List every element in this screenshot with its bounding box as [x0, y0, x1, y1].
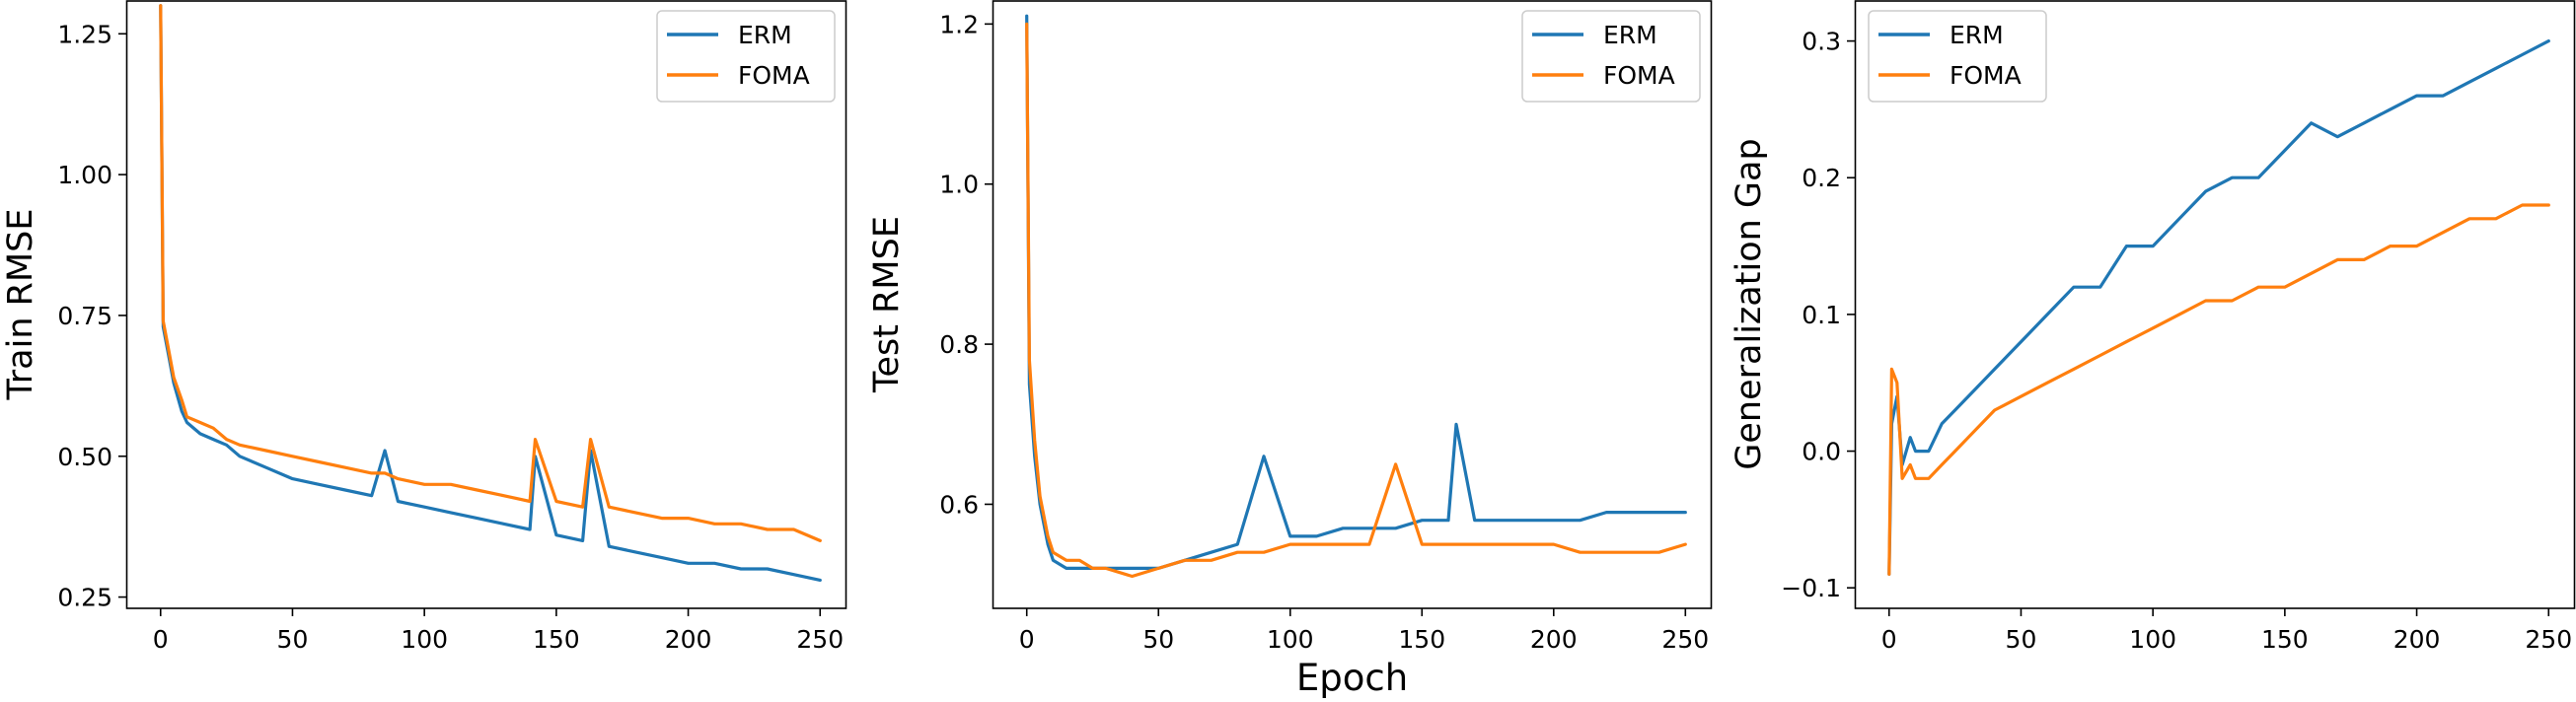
legend-label-erm: ERM — [738, 21, 792, 49]
panel-2: 0 50 100 150 200 250 0.6 0.8 1.0 1.2 Test RMSE Epoc… — [867, 0, 1713, 699]
x-tick-label: 0 — [153, 625, 169, 654]
x-tick-label: 50 — [1142, 625, 1174, 654]
series-line-foma — [1025, 22, 1687, 579]
legend-label-erm: ERM — [1603, 21, 1657, 49]
y-axis-label: Test RMSE — [867, 216, 907, 393]
x-tick-label: 200 — [1530, 625, 1578, 654]
x-tick-label: 150 — [1398, 625, 1445, 654]
y-tick-label: 0.6 — [939, 490, 979, 519]
axes-frame — [1854, 0, 2576, 609]
y-tick-label: 0.0 — [1802, 438, 1841, 466]
y-tick-label: 1.00 — [57, 161, 112, 189]
y-tick-label: 0.8 — [939, 330, 979, 359]
y-tick-label: 0.50 — [57, 443, 112, 471]
x-tick-label: 100 — [2129, 625, 2176, 654]
x-tick-label: 200 — [665, 625, 712, 654]
x-tick-label: 200 — [2393, 625, 2441, 654]
y-tick-label: 0.2 — [1802, 164, 1841, 192]
axes-frame — [125, 0, 847, 609]
y-tick-label: 0.75 — [57, 302, 112, 330]
series-line-erm — [159, 4, 822, 583]
panel-3: 0 50 100 150 200 250 −0.1 0.0 0.1 0.2 0.3 Generaliz… — [1730, 0, 2576, 654]
series-line-foma — [159, 4, 822, 543]
legend-label-foma: FOMA — [1603, 61, 1675, 90]
legend: ERM FOMA — [1868, 10, 2047, 103]
x-tick-label: 50 — [2006, 625, 2037, 654]
panel-1: 0 50 100 150 200 250 0.25 0.50 0.75 1.00 1.25 Train… — [1, 0, 847, 654]
legend-label-erm: ERM — [1950, 21, 2004, 49]
series-line-erm — [1025, 14, 1687, 571]
y-tick-label: 1.0 — [939, 171, 979, 199]
y-tick-label: 0.25 — [57, 584, 112, 612]
x-tick-label: 250 — [796, 625, 844, 654]
series-line-erm — [1887, 38, 2550, 576]
x-tick-label: 100 — [1267, 625, 1314, 654]
legend-label-foma: FOMA — [1950, 61, 2022, 90]
series-line-foma — [1887, 203, 2550, 576]
x-tick-label: 150 — [2261, 625, 2309, 654]
x-tick-label: 150 — [533, 625, 580, 654]
x-tick-label: 250 — [2525, 625, 2572, 654]
y-tick-label: −0.1 — [1781, 574, 1841, 602]
x-tick-label: 0 — [1019, 625, 1035, 654]
x-tick-label: 50 — [277, 625, 309, 654]
legend-label-foma: FOMA — [738, 61, 810, 90]
y-axis-label: Generalization Gap — [1730, 138, 1769, 469]
legend: ERM FOMA — [656, 10, 836, 103]
y-tick-label: 1.2 — [939, 10, 979, 38]
legend: ERM FOMA — [1521, 10, 1701, 103]
axes-frame — [992, 0, 1713, 609]
y-axis-label: Train RMSE — [1, 209, 40, 401]
y-tick-label: 1.25 — [57, 20, 112, 48]
x-tick-label: 100 — [401, 625, 448, 654]
y-tick-label: 0.3 — [1802, 28, 1841, 56]
x-tick-label: 250 — [1661, 625, 1709, 654]
y-tick-label: 0.1 — [1802, 301, 1841, 329]
x-tick-label: 0 — [1881, 625, 1897, 654]
x-axis-label: Epoch — [1296, 657, 1408, 699]
